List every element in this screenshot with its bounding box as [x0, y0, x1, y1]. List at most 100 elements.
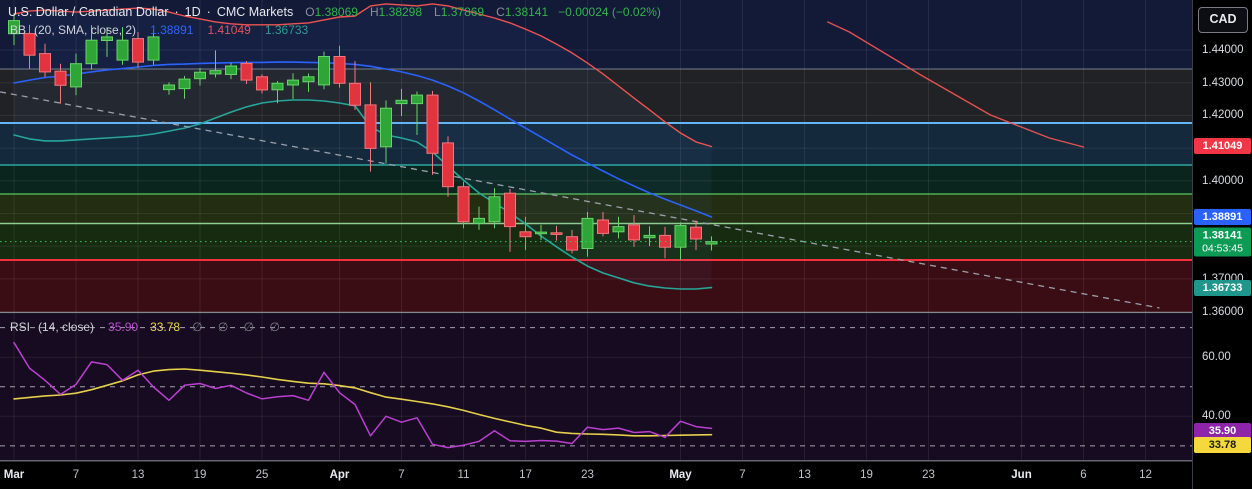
candle-apr-29 — [643, 234, 656, 239]
candle-mar-7 — [70, 63, 82, 88]
low-prefix: L — [434, 5, 441, 19]
rsi-value: 35.90 — [108, 320, 139, 334]
bb-basis-value: 1.38891 — [150, 23, 194, 37]
time-tick-19: 19 — [193, 469, 207, 481]
rsi-ma-value: 33.78 — [150, 320, 181, 334]
bollinger-bands — [13, 3, 713, 290]
price-tick-1.43000: 1.43000 — [1202, 76, 1244, 89]
rsi-tag-33.78: 33.78 — [1194, 437, 1251, 454]
candle-apr-9 — [426, 94, 439, 154]
candle-apr-23 — [581, 217, 594, 249]
rsi-lines — [13, 341, 713, 449]
time-tick-jun: Jun — [1011, 469, 1032, 481]
candle-mar-27 — [287, 79, 299, 86]
time-tick-23: 23 — [581, 469, 594, 481]
time-tick-apr: Apr — [329, 469, 350, 481]
price-tick-1.36000: 1.36000 — [1202, 305, 1244, 318]
time-tick-23: 23 — [922, 469, 935, 481]
rsi-indicator-legend[interactable]: RSI (14, close) 35.90 33.78 ∅ ∅ ∅ ∅ — [8, 320, 286, 334]
legend-separator: · — [206, 5, 211, 19]
price-axis[interactable]: CAD 1.440001.430001.420001.400001.370001… — [1192, 0, 1252, 489]
price-tag-1.36733: 1.36733 — [1194, 279, 1251, 296]
price-tick-1.42000: 1.42000 — [1202, 109, 1244, 122]
candle-mar-3 — [8, 20, 20, 35]
candle-mar-19 — [194, 71, 206, 80]
candle-mar-28 — [302, 76, 315, 83]
time-tick-7: 7 — [739, 469, 746, 481]
rsi-params: (14, close) — [38, 320, 95, 334]
symbol-title: U.S. Dollar / Canadian Dollar — [8, 5, 169, 19]
high-value: 1.38298 — [378, 5, 423, 19]
candle-mar-17 — [163, 84, 175, 91]
price-level-lines — [0, 68, 1192, 261]
exchange-label: CMC Markets — [216, 5, 294, 19]
support-resistance-zones — [0, 0, 1192, 312]
candle-mar-11 — [101, 36, 113, 42]
time-tick-19: 19 — [860, 469, 873, 481]
candle-mar-10 — [85, 39, 98, 65]
candle-may-1 — [674, 225, 687, 248]
time-tick-17: 17 — [519, 469, 532, 481]
candle-apr-17 — [519, 231, 532, 238]
candle-apr-2 — [349, 82, 361, 106]
currency-toggle-button[interactable]: CAD — [1198, 7, 1248, 33]
candle-apr-15 — [488, 196, 501, 223]
candles — [8, 13, 718, 260]
rsi-band-lines — [0, 327, 1192, 447]
high-prefix: H — [369, 5, 379, 19]
candle-mar-21 — [225, 65, 237, 75]
projection-curve — [827, 21, 1085, 148]
bb-params: (20, SMA, close, 2) — [34, 23, 137, 37]
time-tick-12: 12 — [1139, 469, 1152, 481]
time-tick-7: 7 — [398, 469, 405, 481]
rsi-tick-40.00: 40.00 — [1202, 410, 1231, 423]
candle-mar-24 — [240, 62, 253, 81]
candle-apr-22 — [566, 236, 578, 251]
rsi-empty-slots: ∅ ∅ ∅ ∅ — [192, 320, 286, 334]
bb-lower-value: 1.36733 — [264, 23, 309, 37]
rsi-tick-60.00: 60.00 — [1202, 351, 1231, 364]
time-tick-13: 13 — [131, 469, 145, 481]
candle-may-2 — [690, 226, 702, 240]
candle-apr-1 — [333, 56, 346, 84]
rsi-name: RSI — [10, 320, 31, 334]
trendline-drawing — [0, 91, 1160, 309]
candle-apr-25 — [612, 226, 625, 233]
bb-name: BB — [10, 23, 27, 37]
candle-mar-31 — [318, 56, 330, 86]
candle-mar-25 — [256, 76, 268, 91]
time-tick-6: 6 — [1080, 469, 1087, 481]
candle-mar-18 — [178, 78, 191, 90]
candle-apr-24 — [597, 219, 609, 234]
candle-mar-26 — [271, 82, 284, 91]
candle-mar-20 — [209, 70, 222, 75]
time-tick-13: 13 — [798, 469, 811, 481]
legend-separator: · — [174, 5, 179, 19]
price-tag-1.41049: 1.41049 — [1194, 138, 1251, 155]
open-value: 1.38069 — [314, 5, 358, 19]
candle-mar-12 — [116, 39, 129, 61]
time-tick-7: 7 — [72, 469, 80, 481]
candle-apr-7 — [395, 99, 408, 105]
candle-mar-14 — [147, 36, 160, 61]
candle-apr-16 — [504, 192, 516, 228]
candle-apr-14 — [473, 217, 485, 224]
price-tag-1.38891: 1.38891 — [1194, 209, 1251, 226]
candle-apr-4 — [380, 107, 392, 148]
bb-indicator-legend[interactable]: BB (20, SMA, close, 2) 1.38891 1.41049 1… — [8, 23, 308, 37]
bb-upper-value: 1.41049 — [207, 23, 251, 37]
candle-apr-3 — [364, 104, 377, 149]
time-tick-mar: Mar — [3, 469, 25, 481]
price-tick-1.44000: 1.44000 — [1202, 43, 1244, 56]
rsi-tag-35.90: 35.90 — [1194, 423, 1251, 440]
candle-apr-8 — [411, 94, 423, 105]
candle-mar-4 — [23, 33, 36, 56]
change-value: −0.00024 (−0.02%) — [558, 5, 661, 19]
price-tag-1.38141: 1.38141 04:53:45 — [1194, 227, 1251, 257]
time-axis[interactable]: Mar 7 13 19 25 Apr 7 11 17 23 May 7 13 19 23 Jun 6 12 — [0, 462, 1192, 489]
open-prefix: O — [305, 5, 315, 19]
symbol-legend[interactable]: U.S. Dollar / Canadian Dollar · 1D · CMC… — [8, 5, 661, 19]
low-value: 1.37869 — [440, 5, 485, 19]
